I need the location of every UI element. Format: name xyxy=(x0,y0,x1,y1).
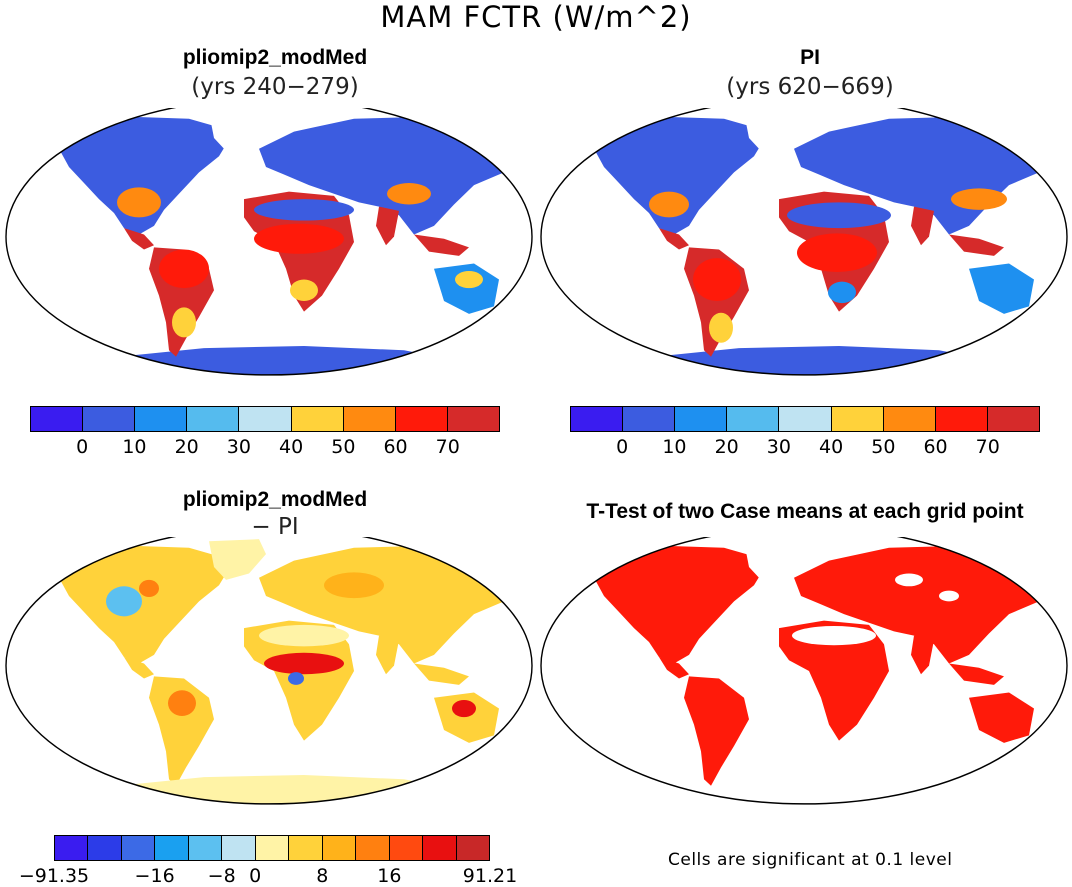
colorbar-tick-label: 8 xyxy=(316,865,329,887)
panel2-title: PI xyxy=(800,46,820,69)
colorbar-tick-label: 40 xyxy=(819,436,844,458)
colorbar-swatch xyxy=(135,407,188,431)
colorbar-swatch xyxy=(121,836,156,860)
colorbar-swatch xyxy=(675,407,728,431)
colorbar-swatch xyxy=(343,407,396,431)
map-difference xyxy=(4,526,534,809)
colorbar-tick-label: −91.35 xyxy=(18,865,90,887)
colorbar-swatch xyxy=(831,407,884,431)
colorbar-swatch xyxy=(289,836,323,860)
colorbar-swatch xyxy=(935,407,988,431)
panel3-subtitle: − PI xyxy=(251,514,299,540)
colorbar-swatch xyxy=(155,836,189,860)
panel1-subtitle: (yrs 240−279) xyxy=(191,74,359,100)
colorbar-swatch xyxy=(222,836,256,860)
map-ttest xyxy=(539,526,1069,809)
panel1-title: pliomip2_modMed xyxy=(182,46,368,69)
colorbar-swatch xyxy=(623,407,676,431)
colorbar-tick-label: 0 xyxy=(616,436,629,458)
colorbar-swatch xyxy=(456,836,490,860)
colorbar-swatch xyxy=(291,407,344,431)
colorbar-tick-label: 0 xyxy=(249,865,262,887)
colorbar-swatch xyxy=(727,407,780,431)
colorbar-tick-label: −16 xyxy=(134,865,175,887)
map-pliomip2 xyxy=(4,97,534,380)
colorbar-swatch xyxy=(83,407,136,431)
figure-title: MAM FCTR (W/m^2) xyxy=(380,0,692,34)
colorbar-swatch xyxy=(55,836,89,860)
colorbar-tick-label: 70 xyxy=(975,436,1000,458)
colorbar-tick-label: 10 xyxy=(662,436,687,458)
colorbar-swatch xyxy=(188,836,223,860)
map-pi xyxy=(539,97,1069,380)
colorbar-difference xyxy=(54,835,490,861)
panel2-subtitle: (yrs 620−669) xyxy=(726,74,894,100)
colorbar-swatch xyxy=(423,836,457,860)
colorbar-swatch xyxy=(447,407,499,431)
colorbar-tick-label: 70 xyxy=(435,436,460,458)
colorbar-pi xyxy=(570,406,1040,432)
colorbar-swatch xyxy=(255,836,290,860)
colorbar-tick-label: 60 xyxy=(923,436,948,458)
colorbar-swatch xyxy=(356,836,390,860)
colorbar-tick-label: 60 xyxy=(383,436,408,458)
colorbar-tick-label: 10 xyxy=(122,436,147,458)
ttest-note: Cells are significant at 0.1 level xyxy=(668,850,953,870)
colorbar-swatch xyxy=(571,407,624,431)
colorbar-tick-label: 20 xyxy=(714,436,739,458)
panel4-title: T-Test of two Case means at each grid po… xyxy=(586,500,1024,523)
colorbar-tick-label: 30 xyxy=(766,436,791,458)
colorbar-swatch xyxy=(322,836,357,860)
colorbar-swatch xyxy=(779,407,832,431)
colorbar-tick-label: 30 xyxy=(226,436,251,458)
colorbar-swatch xyxy=(883,407,936,431)
colorbar-swatch xyxy=(187,407,240,431)
colorbar-tick-label: 20 xyxy=(174,436,199,458)
colorbar-tick-label: 40 xyxy=(279,436,304,458)
colorbar-tick-label: 50 xyxy=(871,436,896,458)
colorbar-tick-label: 0 xyxy=(76,436,89,458)
colorbar-swatch xyxy=(88,836,122,860)
colorbar-swatch xyxy=(395,407,448,431)
colorbar-tick-label: 16 xyxy=(377,865,402,887)
colorbar-swatch xyxy=(987,407,1039,431)
colorbar-tick-label: 91.21 xyxy=(462,865,518,887)
colorbar-tick-label: −8 xyxy=(207,865,236,887)
colorbar-swatch xyxy=(31,407,84,431)
colorbar-tick-label: 50 xyxy=(331,436,356,458)
colorbar-swatch xyxy=(389,836,424,860)
panel3-title: pliomip2_modMed xyxy=(182,488,368,511)
colorbar-swatch xyxy=(239,407,292,431)
colorbar-pliomip2 xyxy=(30,406,500,432)
